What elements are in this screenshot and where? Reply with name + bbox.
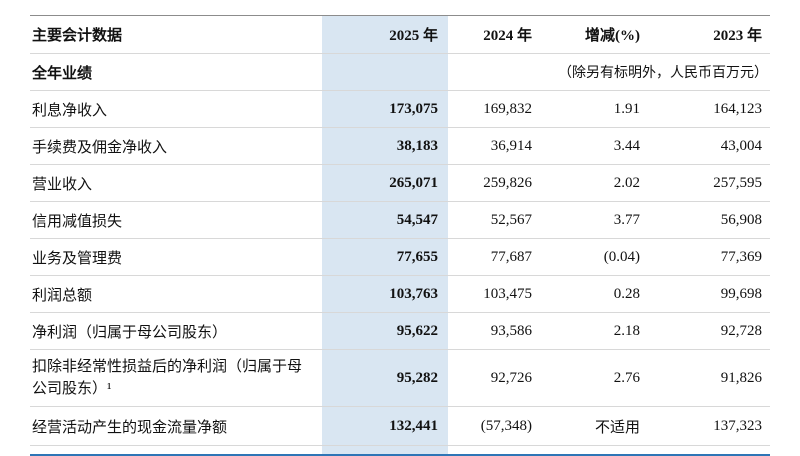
value-change: 3.44	[540, 127, 648, 165]
value-change: 2.18	[540, 312, 648, 350]
key-accounting-data-table: 主要会计数据 2025 年 2024 年 增减(%) 2023 年 全年业绩 （…	[30, 15, 770, 446]
row-label: 利息净收入	[30, 90, 322, 128]
value-2023: 91,826	[648, 349, 770, 407]
value-2025: 38,183	[322, 127, 448, 165]
header-2025: 2025 年	[322, 15, 448, 54]
value-change: 2.76	[540, 349, 648, 407]
value-2025: 103,763	[322, 275, 448, 313]
highlight-band	[322, 446, 448, 454]
row-label: 经营活动产生的现金流量净额	[30, 406, 322, 446]
value-change: 2.02	[540, 164, 648, 202]
value-2025: 173,075	[322, 90, 448, 128]
value-2024: 169,832	[448, 90, 540, 128]
section-label: 全年业绩	[30, 53, 322, 91]
value-2023: 257,595	[648, 164, 770, 202]
header-2023: 2023 年	[648, 15, 770, 54]
table-row: 业务及管理费 77,655 77,687 (0.04) 77,369	[30, 238, 770, 276]
value-2024: 259,826	[448, 164, 540, 202]
table-row: 手续费及佣金净收入 38,183 36,914 3.44 43,004	[30, 127, 770, 165]
row-label: 利润总额	[30, 275, 322, 313]
value-2024: 103,475	[448, 275, 540, 313]
table-row: 经营活动产生的现金流量净额 132,441 (57,348) 不适用 137,3…	[30, 406, 770, 446]
value-2025: 132,441	[322, 406, 448, 446]
value-change: 1.91	[540, 90, 648, 128]
value-2024: 92,726	[448, 349, 540, 407]
value-2025: 54,547	[322, 201, 448, 239]
row-label: 信用减值损失	[30, 201, 322, 239]
table-row: 利润总额 103,763 103,475 0.28 99,698	[30, 275, 770, 313]
value-2023: 92,728	[648, 312, 770, 350]
value-2024: 93,586	[448, 312, 540, 350]
value-2023: 56,908	[648, 201, 770, 239]
row-label: 营业收入	[30, 164, 322, 202]
row-label: 扣除非经常性损益后的净利润（归属于母公司股东）¹	[30, 349, 322, 407]
value-2023: 164,123	[648, 90, 770, 128]
value-2024: (57,348)	[448, 406, 540, 446]
value-2024: 36,914	[448, 127, 540, 165]
table-row: 净利润（归属于母公司股东） 95,622 93,586 2.18 92,728	[30, 312, 770, 350]
table-row: 营业收入 265,071 259,826 2.02 257,595	[30, 164, 770, 202]
value-2025: 265,071	[322, 164, 448, 202]
row-label: 净利润（归属于母公司股东）	[30, 312, 322, 350]
row-label: 手续费及佣金净收入	[30, 127, 322, 165]
value-2025: 77,655	[322, 238, 448, 276]
value-change: (0.04)	[540, 238, 648, 276]
table-row: 利息净收入 173,075 169,832 1.91 164,123	[30, 90, 770, 128]
table-header-row: 主要会计数据 2025 年 2024 年 增减(%) 2023 年	[30, 15, 770, 54]
value-change: 0.28	[540, 275, 648, 313]
value-2024: 52,567	[448, 201, 540, 239]
row-label: 业务及管理费	[30, 238, 322, 276]
value-2024: 77,687	[448, 238, 540, 276]
value-2023: 137,323	[648, 406, 770, 446]
table-row: 信用减值损失 54,547 52,567 3.77 56,908	[30, 201, 770, 239]
value-2025: 95,282	[322, 349, 448, 407]
highlight-band-tail	[30, 446, 770, 454]
value-2023: 43,004	[648, 127, 770, 165]
section-highlight-cell	[322, 53, 448, 91]
value-2025: 95,622	[322, 312, 448, 350]
value-2023: 99,698	[648, 275, 770, 313]
header-main-label: 主要会计数据	[30, 15, 322, 54]
header-2024: 2024 年	[448, 15, 540, 54]
unit-note: （除另有标明外，人民币百万元）	[448, 53, 770, 91]
section-row: 全年业绩 （除另有标明外，人民币百万元）	[30, 53, 770, 91]
value-change: 3.77	[540, 201, 648, 239]
table-row: 扣除非经常性损益后的净利润（归属于母公司股东）¹ 95,282 92,726 2…	[30, 349, 770, 407]
value-2023: 77,369	[648, 238, 770, 276]
header-change: 增减(%)	[540, 15, 648, 54]
value-change: 不适用	[540, 406, 648, 446]
